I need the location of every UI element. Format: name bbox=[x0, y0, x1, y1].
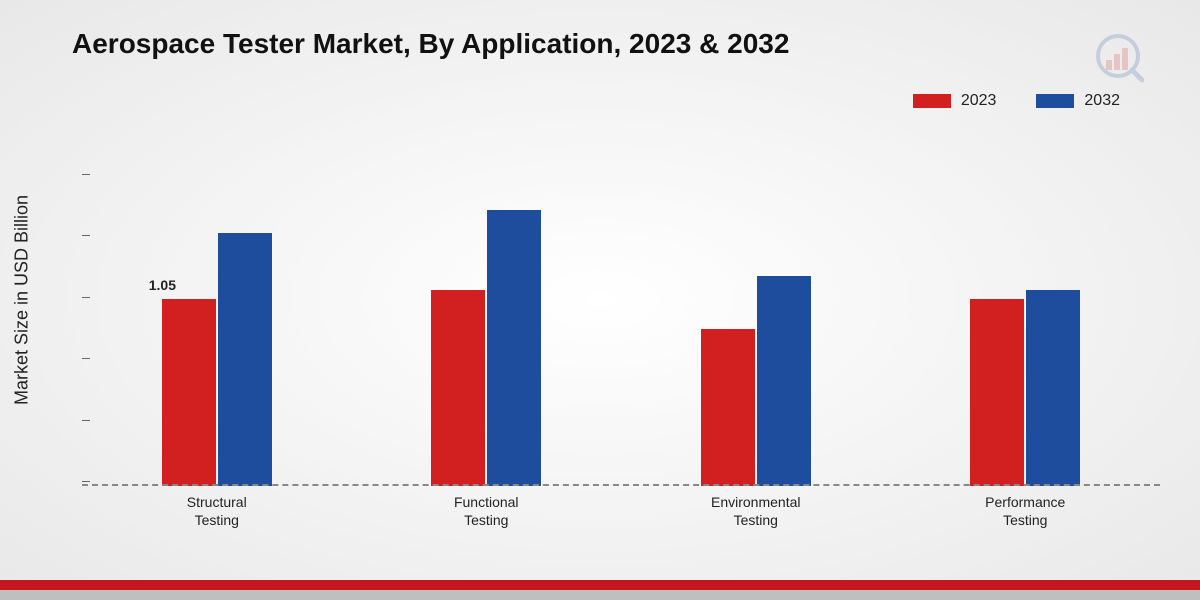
x-axis-category-label: EnvironmentalTesting bbox=[621, 490, 891, 530]
legend-label-2023: 2023 bbox=[961, 92, 997, 110]
bar-2032-functional bbox=[487, 210, 541, 486]
x-axis-category-label: FunctionalTesting bbox=[352, 490, 622, 530]
watermark-logo-icon bbox=[1084, 26, 1144, 86]
legend-swatch-2023 bbox=[913, 94, 951, 108]
legend: 2023 2032 bbox=[913, 92, 1120, 110]
bar-pair bbox=[162, 233, 272, 486]
bar-2032-structural bbox=[218, 233, 272, 486]
footer-top-stripe bbox=[0, 580, 1200, 590]
x-axis-baseline bbox=[82, 484, 1160, 486]
bar-group: PerformanceTesting bbox=[891, 130, 1161, 486]
legend-item-2023: 2023 bbox=[913, 92, 997, 110]
legend-swatch-2032 bbox=[1036, 94, 1074, 108]
legend-item-2032: 2032 bbox=[1036, 92, 1120, 110]
footer-bottom-stripe bbox=[0, 590, 1200, 600]
bar-2023-environmental bbox=[701, 329, 755, 486]
x-axis-category-label: StructuralTesting bbox=[82, 490, 352, 530]
footer-bar bbox=[0, 580, 1200, 600]
bar-2032-environmental bbox=[757, 276, 811, 486]
bar-pair bbox=[701, 276, 811, 486]
bar-pair bbox=[431, 210, 541, 486]
bar-2023-performance bbox=[970, 299, 1024, 486]
plot-area: 1.05StructuralTestingFunctionalTestingEn… bbox=[82, 130, 1160, 530]
bar-2023-structural bbox=[162, 299, 216, 486]
bar-group: 1.05StructuralTesting bbox=[82, 130, 352, 486]
bar-pair bbox=[970, 290, 1080, 486]
bar-value-label: 1.05 bbox=[149, 277, 176, 293]
x-axis-category-label: PerformanceTesting bbox=[891, 490, 1161, 530]
chart-page: Aerospace Tester Market, By Application,… bbox=[0, 0, 1200, 600]
bar-group: FunctionalTesting bbox=[352, 130, 622, 486]
bar-group: EnvironmentalTesting bbox=[621, 130, 891, 486]
chart-title: Aerospace Tester Market, By Application,… bbox=[72, 28, 789, 60]
y-axis-label: Market Size in USD Billion bbox=[12, 195, 33, 405]
legend-label-2032: 2032 bbox=[1084, 92, 1120, 110]
bar-2023-functional bbox=[431, 290, 485, 486]
bar-groups: 1.05StructuralTestingFunctionalTestingEn… bbox=[82, 130, 1160, 486]
bar-2032-performance bbox=[1026, 290, 1080, 486]
